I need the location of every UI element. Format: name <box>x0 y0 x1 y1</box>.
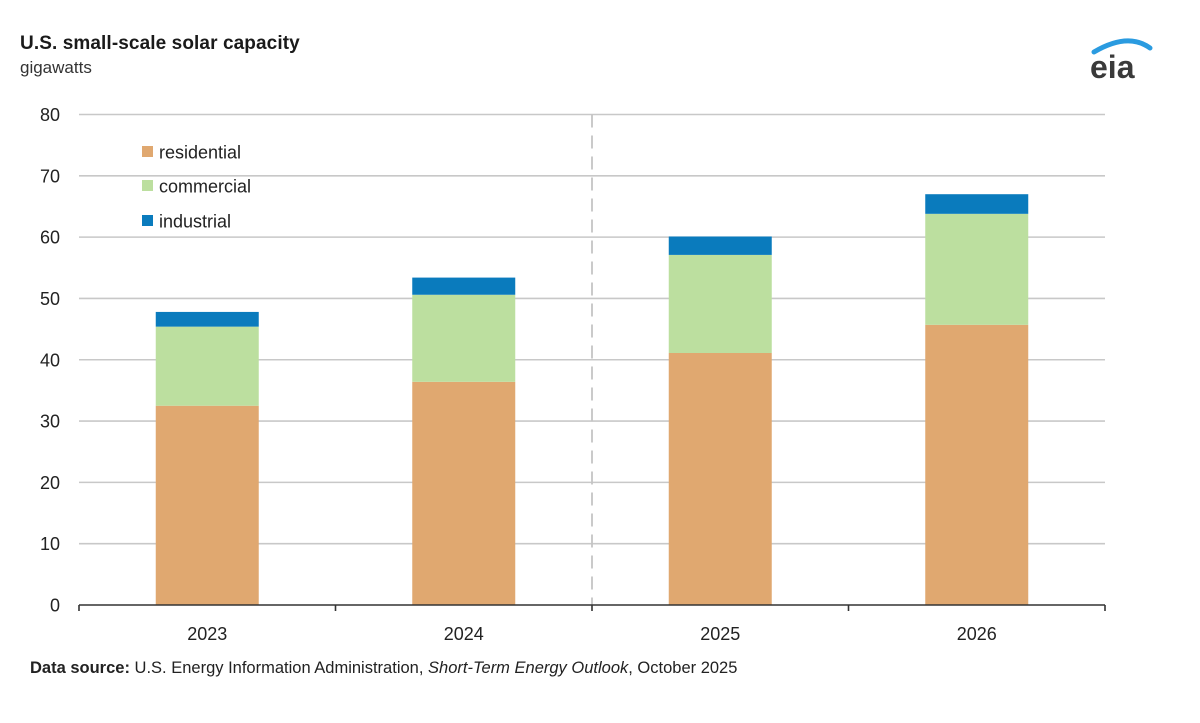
y-tick-label: 80 <box>40 105 60 125</box>
legend-item-residential: residential <box>142 143 241 163</box>
y-tick-label: 40 <box>40 350 60 370</box>
x-tick-label: 2025 <box>700 624 740 644</box>
bar-commercial-2025 <box>668 254 772 354</box>
y-axis-tick-labels: 0 10 20 30 40 50 60 70 80 <box>40 105 60 616</box>
eia-logo: eia <box>1090 38 1153 84</box>
bar-residential-2025 <box>668 353 772 605</box>
chart-units: gigawatts <box>20 58 92 77</box>
legend-label-commercial: commercial <box>159 177 251 197</box>
bar-commercial-2023 <box>155 326 259 406</box>
bar-commercial-2024 <box>412 294 516 382</box>
x-tick-label: 2026 <box>957 624 997 644</box>
y-tick-label: 0 <box>50 596 60 616</box>
y-tick-label: 30 <box>40 412 60 432</box>
legend-swatch-industrial <box>142 215 153 226</box>
bar-industrial-2024 <box>412 277 516 295</box>
legend-item-commercial: commercial <box>142 177 251 197</box>
legend-swatch-residential <box>142 146 153 157</box>
source-date: , October 2025 <box>628 659 738 677</box>
y-tick-label: 10 <box>40 534 60 554</box>
bar-stack-2026 <box>925 194 1029 605</box>
bar-stack-2024 <box>412 277 516 605</box>
y-tick-label: 20 <box>40 473 60 493</box>
x-tick-label: 2023 <box>187 624 227 644</box>
bar-stack-2025 <box>668 236 772 605</box>
legend-label-industrial: industrial <box>159 212 231 232</box>
source-publication: Short-Term Energy Outlook <box>428 659 629 677</box>
legend-swatch-commercial <box>142 180 153 191</box>
x-tick-label: 2024 <box>444 624 484 644</box>
x-axis-tick-labels: 2023 2024 2025 2026 <box>187 624 997 644</box>
source-label: Data source: <box>30 659 130 677</box>
chart-title: U.S. small-scale solar capacity <box>20 33 300 54</box>
bar-industrial-2025 <box>668 236 772 255</box>
y-tick-label: 60 <box>40 228 60 248</box>
x-axis <box>78 604 1106 611</box>
bar-stack-2023 <box>155 311 259 605</box>
bar-residential-2026 <box>925 324 1029 605</box>
source-organization: U.S. Energy Information Administration, <box>129 659 429 677</box>
bar-residential-2023 <box>155 405 259 605</box>
legend-label-residential: residential <box>159 143 241 163</box>
bar-commercial-2026 <box>925 213 1029 325</box>
legend-item-industrial: industrial <box>142 212 231 232</box>
legend: residential commercial industrial <box>142 143 251 232</box>
bar-residential-2024 <box>412 381 516 605</box>
y-tick-label: 50 <box>40 289 60 309</box>
y-tick-label: 70 <box>40 166 60 186</box>
eia-logo-arc-icon <box>1091 38 1153 55</box>
bar-industrial-2023 <box>155 311 259 327</box>
bars <box>155 194 1029 605</box>
eia-logo-text: eia <box>1090 49 1135 84</box>
bar-industrial-2026 <box>925 194 1029 214</box>
data-source-note: Data source: U.S. Energy Information Adm… <box>30 659 737 678</box>
